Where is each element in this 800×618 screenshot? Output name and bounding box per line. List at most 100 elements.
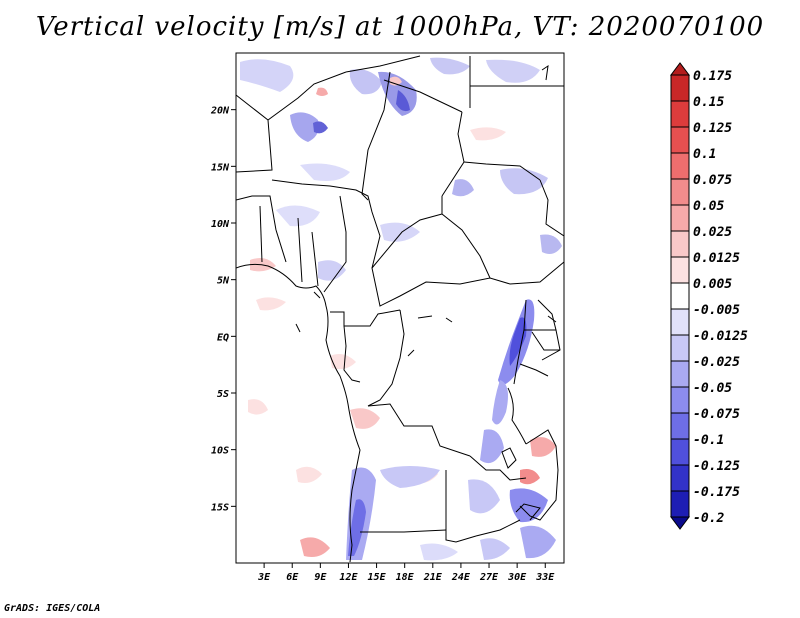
border-line [539, 179, 564, 237]
border-line [343, 325, 361, 383]
border-line [541, 64, 549, 81]
lon-tick-label: 9E [314, 572, 327, 583]
border-line [383, 79, 463, 113]
descent-patch [300, 537, 330, 557]
ascent-patch [349, 69, 382, 95]
descent-patch [296, 466, 322, 483]
descent-patch [248, 399, 268, 415]
colorbar-bin [670, 178, 690, 206]
colorbar-bin [670, 464, 690, 492]
colorbar-level-label: 0.0125 [693, 251, 740, 266]
ascent-patch [290, 112, 319, 142]
colorbar: 0.175 0.15 0.125 0.1 0.075 0.05 0.025 0.0125 0.0… [670, 62, 748, 530]
border-line [441, 111, 465, 197]
colorbar-bin [670, 152, 690, 180]
border-line [507, 387, 527, 445]
border-line [441, 196, 491, 279]
map-panel [235, 52, 565, 564]
colorbar-level-label: 0.05 [693, 199, 724, 214]
colorbar-bin [670, 204, 690, 232]
colorbar-bin [670, 334, 690, 362]
colorbar-level-label: -0.125 [693, 459, 740, 474]
border-line [501, 447, 517, 469]
lat-tick-label: EQ [217, 332, 229, 343]
lon-tick-label: 3E [257, 572, 271, 583]
border-line [469, 455, 527, 481]
ascent-patch [276, 205, 320, 227]
ascent-patch [318, 260, 346, 281]
lon-tick-label: 12E [339, 572, 358, 583]
ascent-band [480, 429, 504, 464]
lon-tick-label: 33E [535, 572, 555, 583]
border-line [407, 349, 415, 357]
colorbar-max-arrow [670, 62, 690, 76]
descent-patch [350, 408, 380, 429]
velocity-field [240, 57, 562, 561]
border-line [371, 213, 443, 269]
colorbar-bin [670, 360, 690, 388]
ascent-band [480, 538, 510, 560]
footer-credit: GrADS: IGES/COLA [4, 603, 101, 614]
colorbar-level-label: -0.025 [693, 355, 740, 370]
latitude-axis: 20N 15N 10N 5N EQ 5S 10S 15S [210, 106, 236, 513]
ascent-band [492, 380, 508, 425]
colorbar-level-label: 0.1 [693, 147, 716, 162]
ascent-band [520, 525, 556, 559]
lat-tick-label: 15S [211, 502, 229, 513]
ascent-patch [486, 59, 540, 83]
country-borders [236, 55, 564, 563]
colorbar-level-label: 0.025 [693, 225, 732, 240]
border-line [513, 299, 527, 385]
descent-patch [470, 127, 506, 141]
ascent-patch [396, 90, 410, 112]
border-line [515, 503, 541, 521]
colorbar-bin [670, 256, 690, 284]
descent-patch [316, 87, 328, 96]
lat-tick-label: 10S [211, 446, 229, 457]
colorbar-bin [670, 438, 690, 466]
colorbar-level-label: 0.125 [693, 121, 732, 136]
border-line [475, 519, 521, 537]
longitude-axis: 3E 6E 9E 12E 15E 18E 21E 24E 27E 30E 33E [257, 563, 555, 583]
border-line [323, 195, 347, 293]
lon-tick-label: 30E [507, 572, 527, 583]
colorbar-level-label: -0.2 [693, 511, 724, 526]
colorbar-min-arrow [670, 516, 690, 530]
border-line [371, 235, 564, 307]
lon-tick-label: 15E [368, 572, 387, 583]
border-line [295, 323, 301, 333]
ascent-patch [430, 57, 470, 75]
border-line [367, 403, 471, 457]
lon-tick-label: 21E [423, 572, 443, 583]
colorbar-level-label: -0.1 [693, 433, 724, 448]
border-line [236, 195, 277, 231]
ascent-band [420, 543, 458, 561]
ascent-patch [452, 179, 474, 197]
colorbar-bin [670, 100, 690, 128]
descent-patch [330, 354, 356, 370]
border-line [361, 71, 391, 201]
descent-patch [256, 297, 286, 311]
colorbar-bin [670, 308, 690, 336]
ascent-band [468, 479, 500, 514]
border-line [271, 179, 381, 237]
colorbar-level-label: -0.05 [693, 381, 732, 396]
border-line [463, 161, 541, 181]
lat-tick-label: 20N [210, 106, 230, 117]
colorbar-level-label: -0.075 [693, 407, 740, 422]
lon-tick-label: 24E [451, 572, 471, 583]
border-line [547, 315, 557, 323]
colorbar-bin [670, 126, 690, 154]
border-line [275, 229, 287, 263]
colorbar-level-label: -0.0125 [693, 329, 748, 344]
lat-tick-label: 10N [211, 219, 230, 230]
border-line [537, 299, 557, 331]
lon-tick-label: 18E [396, 572, 415, 583]
border-line [259, 205, 263, 263]
colorbar-level-label: 0.075 [693, 173, 732, 188]
map-frame [235, 52, 565, 564]
lat-tick-label: 5S [217, 389, 229, 400]
lat-tick-label: 15N [211, 162, 230, 173]
ascent-band [380, 466, 440, 488]
